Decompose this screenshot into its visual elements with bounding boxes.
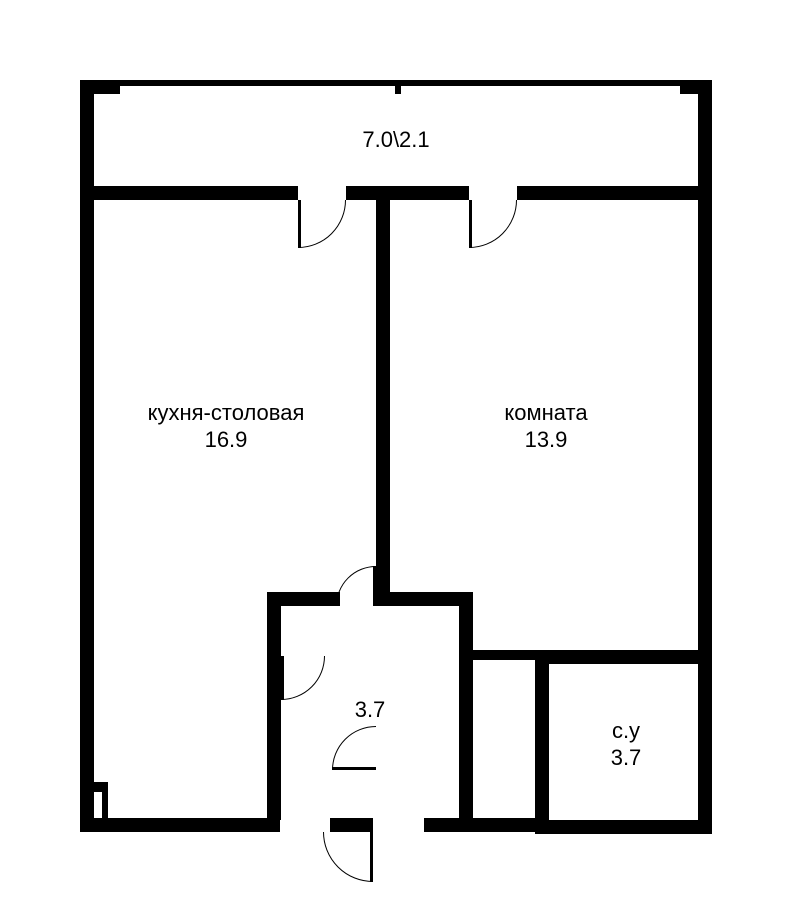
room-label-room: комната13.9 [416,399,676,454]
room-area: 3.7 [496,744,756,772]
room-label-bathroom: с.у3.7 [496,717,756,772]
wall [330,818,373,832]
wall [517,186,712,200]
wall [698,80,712,650]
wall [80,80,120,94]
room-area: 3.7 [240,696,500,724]
wall [267,592,340,606]
wall [469,650,541,660]
room-area: 7.0\2.1 [266,126,526,154]
wall [80,818,280,832]
door-leaf [332,767,376,770]
wall [424,818,549,832]
room-name: кухня-столовая [96,399,356,427]
room-area: 13.9 [416,426,676,454]
door-swing [336,566,376,606]
door-leaf [373,566,376,606]
wall [102,782,108,822]
door-swing [281,656,325,700]
room-name: комната [416,399,676,427]
door-swing [332,726,376,770]
wall [376,192,390,592]
door-leaf [298,200,301,248]
wall [395,80,401,94]
wall [535,820,712,834]
room-area: 16.9 [96,426,356,454]
wall [376,592,466,606]
wall [346,186,469,200]
door-swing [469,200,517,248]
door-leaf [370,832,373,882]
wall [80,186,298,200]
door-swing [298,200,346,248]
room-label-balcony: 7.0\2.1 [266,126,526,154]
door-leaf [469,200,472,248]
room-label-hall: 3.7 [240,696,500,724]
door-swing [323,832,373,882]
room-label-kitchen: кухня-столовая16.9 [96,399,356,454]
door-leaf [281,656,284,700]
wall [535,650,712,664]
room-name: с.у [496,717,756,745]
floor-plan: { "plan": { "canvas": { "w": 790, "h": 9… [0,0,790,900]
